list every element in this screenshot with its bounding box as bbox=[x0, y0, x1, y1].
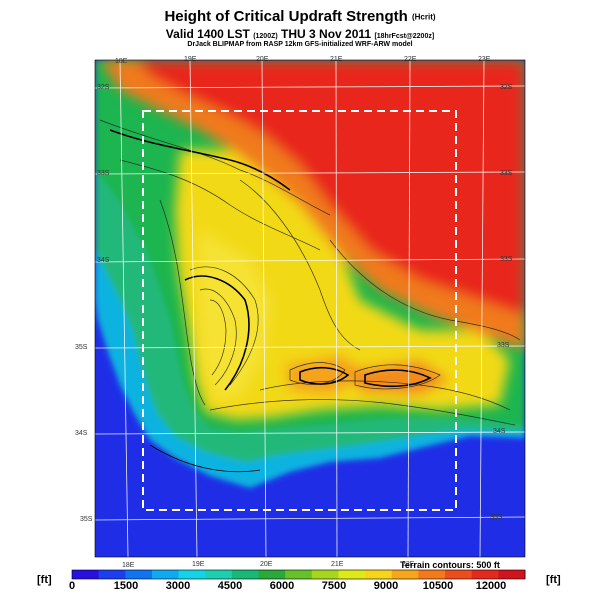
colorbar-swatch bbox=[338, 570, 366, 579]
colorbar-tick-9000: 9000 bbox=[373, 580, 399, 592]
lon-label-top-23e: 23E bbox=[478, 56, 491, 63]
lon-label-top-18e: 18E bbox=[115, 58, 128, 65]
colorbar-tick-7500: 7500 bbox=[321, 580, 347, 592]
lon-label-bottom-19e: 19E bbox=[192, 561, 205, 568]
lat-label-right-1: 32S bbox=[500, 84, 513, 91]
colorbar-swatch bbox=[311, 570, 339, 579]
colorbar-frame bbox=[71, 569, 526, 580]
chart-title: Height of Critical Updraft Strength (Hcr… bbox=[0, 8, 600, 25]
valid-time-line: Valid 1400 LST (1200Z) THU 3 Nov 2011 [1… bbox=[0, 27, 600, 41]
lat-label-right-3: 33S bbox=[500, 256, 513, 263]
lon-label-top-21e: 21E bbox=[330, 56, 343, 63]
valid-label: Valid 1400 LST bbox=[165, 27, 250, 41]
map-frame bbox=[94, 59, 526, 558]
forecast-code: [18hrFcst@2200z] bbox=[374, 33, 435, 40]
lon-label-bottom-20e: 20E bbox=[260, 561, 273, 568]
colorbar-tick-6000: 6000 bbox=[269, 580, 295, 592]
lat-label-left-3: 34S bbox=[97, 257, 110, 264]
colorbar-swatch bbox=[445, 570, 473, 579]
valid-date: THU 3 Nov 2011 bbox=[281, 27, 372, 41]
colorbar-swatch bbox=[98, 570, 126, 579]
lon-label-bottom-22e: 22E bbox=[402, 561, 415, 568]
colorbar-tick-4500: 4500 bbox=[217, 580, 243, 592]
lon-label-top-22e: 22E bbox=[404, 56, 417, 63]
inland-peak-2 bbox=[350, 360, 450, 395]
colorbar-swatch bbox=[365, 570, 393, 579]
colorbar-swatch bbox=[72, 570, 100, 579]
title-suffix: (Hcrit) bbox=[411, 12, 436, 22]
colorbar-tick-3000: 3000 bbox=[165, 580, 191, 592]
main-contours bbox=[109, 129, 432, 391]
colorbar-swatch bbox=[231, 570, 260, 579]
inner-domain-box bbox=[142, 110, 457, 511]
lat-lon-grid bbox=[95, 60, 525, 557]
colorbar-unit-right: [ft] bbox=[546, 574, 561, 586]
colorbar-swatch bbox=[205, 570, 233, 579]
colorbar-swatch bbox=[285, 570, 313, 579]
interior-hot bbox=[135, 60, 525, 315]
lat-label-right-2: 33S bbox=[500, 170, 513, 177]
colorbar-swatch bbox=[151, 570, 180, 579]
colorbar-swatch bbox=[498, 570, 526, 579]
colorbar-swatch bbox=[391, 570, 419, 579]
mountain-ridge bbox=[198, 230, 270, 400]
colorbar-tick-1500: 1500 bbox=[113, 580, 139, 592]
lon-label-top-20e: 20E bbox=[256, 56, 269, 63]
coastline bbox=[149, 444, 261, 473]
colorbar-tick-12000: 12000 bbox=[475, 580, 507, 592]
lon-label-bottom-18e: 18E bbox=[122, 562, 135, 569]
source-line: DrJack BLIPMAP from RASP 12km GFS-initia… bbox=[187, 41, 413, 48]
lat-label-right-5: 34S bbox=[493, 428, 506, 435]
valid-code: (1200Z) bbox=[253, 33, 278, 40]
colorbar bbox=[71, 569, 526, 580]
terrain-contour-note: Terrain contours: 500 ft bbox=[400, 560, 500, 570]
colorbar-swatch bbox=[418, 570, 446, 579]
colorbar-swatch bbox=[178, 570, 206, 579]
lat-label-right-6: 35S bbox=[490, 514, 503, 521]
lon-label-bottom-21e: 21E bbox=[331, 561, 344, 568]
title-main: Height of Critical Updraft Strength bbox=[164, 8, 408, 25]
lat-label-left-1: 32S bbox=[97, 84, 110, 91]
colorbar-swatch bbox=[471, 570, 499, 579]
lat-label-left-2: 33S bbox=[97, 170, 110, 177]
lat-label-left-6: 35S bbox=[80, 516, 93, 523]
inland-peak-1 bbox=[285, 355, 370, 395]
colorbar-tick-10500: 10500 bbox=[422, 580, 454, 592]
colorbar-tick-0: 0 bbox=[68, 580, 76, 592]
lat-label-right-4: 33S bbox=[497, 342, 510, 349]
colorbar-unit-left: [ft] bbox=[37, 574, 52, 586]
lat-label-left-5: 34S bbox=[75, 430, 88, 437]
colorbar-swatch bbox=[125, 570, 153, 579]
lat-label-left-4: 35S bbox=[75, 344, 88, 351]
colorbar-swatch bbox=[258, 570, 286, 579]
map-field bbox=[95, 60, 525, 557]
lon-label-top-19e: 19E bbox=[184, 56, 197, 63]
